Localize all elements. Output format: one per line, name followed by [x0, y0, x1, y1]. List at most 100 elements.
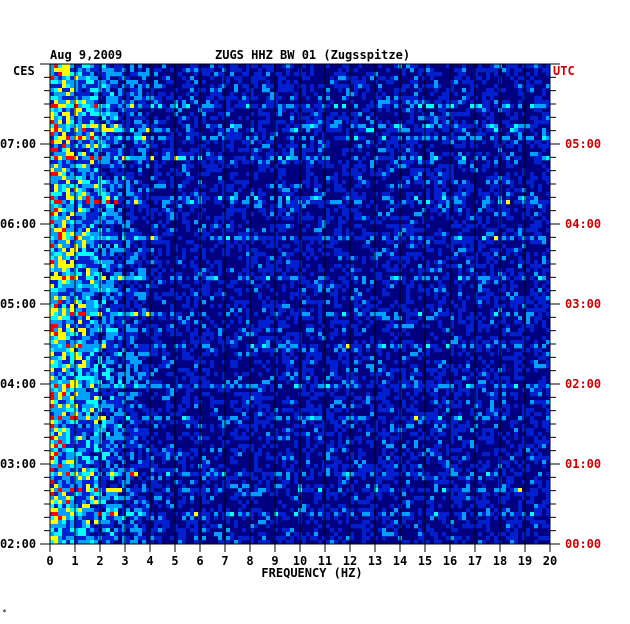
spectrogram-cell [350, 196, 354, 201]
spectrogram-cell [166, 352, 170, 357]
spectrogram-cell [410, 344, 414, 349]
spectrogram-cell [86, 204, 90, 209]
spectrogram-cell [58, 208, 62, 213]
spectrogram-cell [418, 264, 422, 269]
spectrogram-cell [218, 112, 222, 117]
spectrogram-cell [330, 236, 334, 241]
spectrogram-cell [134, 268, 138, 273]
spectrogram-cell [426, 260, 430, 265]
spectrogram-cell [222, 164, 226, 169]
spectrogram-cell [94, 324, 98, 329]
spectrogram-cell [526, 196, 530, 201]
spectrogram-cell [510, 284, 514, 289]
spectrogram-cell [126, 272, 130, 277]
spectrogram-cell [378, 316, 382, 321]
spectrogram-cell [82, 324, 86, 329]
spectrogram-cell [78, 220, 82, 225]
spectrogram-cell [54, 80, 58, 85]
spectrogram-cell [82, 144, 86, 149]
spectrogram-cell [358, 332, 362, 337]
spectrogram-cell [282, 192, 286, 197]
spectrogram-cell [454, 304, 458, 309]
spectrogram-cell [90, 156, 94, 161]
spectrogram-cell [302, 88, 306, 93]
spectrogram-cell [510, 288, 514, 293]
spectrogram-cell [222, 236, 226, 241]
spectrogram-cell [126, 324, 130, 329]
spectrogram-cell [162, 360, 166, 365]
spectrogram-cell [90, 96, 94, 101]
spectrogram-cell [482, 204, 486, 209]
spectrogram-cell [518, 296, 522, 301]
spectrogram-cell [54, 224, 58, 229]
spectrogram-cell [438, 196, 442, 201]
spectrogram-cell [134, 332, 138, 337]
spectrogram-cell [210, 92, 214, 97]
spectrogram-cell [470, 244, 474, 249]
spectrogram-cell [546, 144, 550, 149]
spectrogram-cell [530, 264, 534, 269]
spectrogram-cell [218, 168, 222, 173]
spectrogram-cell [290, 264, 294, 269]
spectrogram-cell [318, 328, 322, 333]
spectrogram-cell [170, 180, 174, 185]
spectrogram-cell [530, 76, 534, 81]
spectrogram-cell [258, 200, 262, 205]
spectrogram-cell [394, 316, 398, 321]
spectrogram-cell [154, 72, 158, 77]
spectrogram-cell [58, 124, 62, 129]
spectrogram-cell [94, 64, 98, 69]
spectrogram-cell [230, 132, 234, 137]
spectrogram-cell [306, 184, 310, 189]
spectrogram-cell [314, 192, 318, 197]
spectrogram-cell [66, 116, 70, 121]
spectrogram-cell [386, 108, 390, 113]
spectrogram-cell [118, 192, 122, 197]
spectrogram-cell [214, 100, 218, 105]
spectrogram-cell [62, 272, 66, 277]
spectrogram-cell [354, 356, 358, 361]
spectrogram-cell [414, 84, 418, 89]
spectrogram-cell [450, 112, 454, 117]
spectrogram-cell [78, 100, 82, 105]
spectrogram-cell [458, 316, 462, 321]
spectrogram-cell [230, 244, 234, 249]
spectrogram-cell [454, 76, 458, 81]
spectrogram-cell [522, 216, 526, 221]
spectrogram-cell [106, 80, 110, 85]
spectrogram-cell [250, 128, 254, 133]
spectrogram-cell [362, 276, 366, 281]
spectrogram-cell [62, 328, 66, 333]
spectrogram-cell [306, 300, 310, 305]
spectrogram-cell [426, 352, 430, 357]
spectrogram-cell [370, 124, 374, 129]
spectrogram-cell [114, 140, 118, 145]
spectrogram-cell [54, 252, 58, 257]
spectrogram-cell [542, 324, 546, 329]
spectrogram-cell [538, 212, 542, 217]
spectrogram-cell [150, 176, 154, 181]
spectrogram-cell [234, 200, 238, 205]
spectrogram-cell [454, 120, 458, 125]
spectrogram-cell [122, 196, 126, 201]
spectrogram-cell [306, 236, 310, 241]
spectrogram-cell [334, 320, 338, 325]
spectrogram-cell [282, 88, 286, 93]
spectrogram-cell [270, 100, 274, 105]
spectrogram-cell [86, 160, 90, 165]
spectrogram-cell [534, 140, 538, 145]
spectrogram-cell [234, 128, 238, 133]
spectrogram-cell [86, 200, 90, 205]
spectrogram-cell [302, 180, 306, 185]
spectrogram-cell [486, 160, 490, 165]
spectrogram-cell [134, 252, 138, 257]
spectrogram-cell [518, 200, 522, 205]
spectrogram-cell [450, 152, 454, 157]
spectrogram-cell [118, 240, 122, 245]
spectrogram-cell [418, 168, 422, 173]
spectrogram-cell [202, 272, 206, 277]
spectrogram-cell [514, 312, 518, 317]
spectrogram-cell [126, 312, 130, 317]
spectrogram-cell [486, 68, 490, 73]
spectrogram-cell [70, 88, 74, 93]
